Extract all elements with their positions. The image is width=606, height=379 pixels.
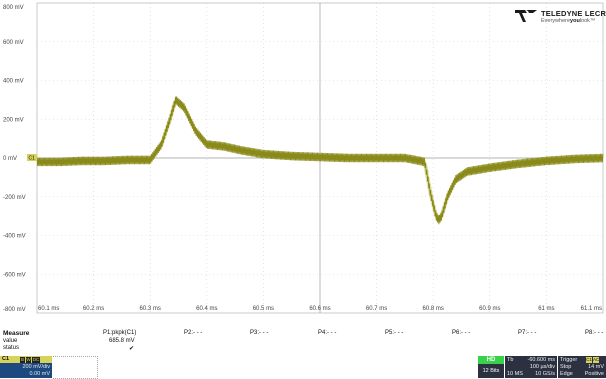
measure-row-status-label: status (3, 345, 20, 351)
timebase-descriptor[interactable]: Tb -60.600 ms 100 µs/div 10 MS 10 GS/s (505, 356, 557, 378)
measure-param-3-label[interactable]: P3:- - - (250, 330, 269, 336)
measure-param-1-label[interactable]: P1:pkpk(C1) (103, 330, 137, 336)
hd-label: HD (478, 356, 504, 364)
channel-flag-bwl: B (20, 356, 25, 363)
trigger-source: C1 (586, 357, 592, 363)
waveform-trace-c1 (36, 96, 604, 225)
measurement-table: Measure value status P1:pkpk(C1) 685.8 mV… (0, 330, 606, 356)
x-tick-label: 60.4 ms (196, 306, 217, 312)
x-tick-label: 60.9 ms (479, 306, 500, 312)
y-tick-label: 600 mV (3, 40, 24, 46)
x-tick-label: 60.6 ms (309, 306, 330, 312)
y-tick-label: -800 mV (3, 307, 26, 313)
measure-header: Measure (3, 330, 30, 337)
channel-descriptor-extension (53, 356, 98, 379)
x-tick-label: 60.7 ms (366, 306, 387, 312)
measure-param-5-label[interactable]: P5:- - - (385, 330, 404, 336)
x-tick-label: 61 ms (538, 306, 554, 312)
channel-ground-marker-label: C1 (29, 156, 36, 162)
x-axis-labels: 60.1 ms 60.2 ms 60.3 ms 60.4 ms 60.5 ms 60.6 … (38, 306, 602, 312)
status-bar: C1 B W DC 200 mV/div 0.00 mV HD 12 Bits … (0, 356, 606, 379)
measure-param-7-label[interactable]: P7:- - - (518, 330, 537, 336)
channel-flag-coupling: DC (32, 356, 40, 363)
timebase-label: Tb (507, 357, 514, 363)
measure-param-4-label[interactable]: P4:- - - (318, 330, 337, 336)
channel-descriptor-c1[interactable]: C1 B W DC 200 mV/div 0.00 mV (0, 356, 52, 378)
trigger-label: Trigger (560, 357, 578, 363)
y-tick-label: 0 mV (3, 156, 17, 162)
y-axis-labels: 800 mV 600 mV 400 mV 200 mV 0 mV -200 mV -400 … (3, 5, 26, 313)
trigger-level: 14 mV (588, 364, 604, 370)
measure-param-2-label[interactable]: P2:- - - (184, 330, 203, 336)
x-tick-label: 60.8 ms (423, 306, 444, 312)
brand-logo-icon (515, 10, 537, 22)
y-tick-label: 800 mV (3, 5, 24, 11)
brand-tagline: Everywhereyoulook™ (541, 18, 596, 24)
measure-param-6-label[interactable]: P6:- - - (452, 330, 471, 336)
y-tick-label: 400 mV (3, 79, 24, 85)
waveform-display[interactable]: 800 mV 600 mV 400 mV 200 mV 0 mV -200 mV -400 … (0, 0, 606, 316)
hd-descriptor[interactable]: HD 12 Bits (478, 356, 504, 378)
channel-vdiv: 200 mV/div (22, 364, 50, 370)
y-tick-label: -200 mV (3, 195, 26, 201)
trigger-descriptor[interactable]: Trigger C1 AC Stop 14 mV Edge Positive (558, 356, 606, 378)
x-tick-label: 60.3 ms (140, 306, 161, 312)
y-tick-label: 200 mV (3, 117, 24, 123)
y-tick-label: -400 mV (3, 234, 26, 240)
measure-param-1-value: 685.8 mV (109, 338, 135, 344)
x-tick-label: 60.2 ms (83, 306, 104, 312)
trigger-slope: Positive (584, 371, 604, 377)
hd-bits: 12 Bits (478, 364, 504, 378)
timebase-delay: -60.600 ms (527, 357, 555, 363)
measure-param-8-label[interactable]: P8:- - - (585, 330, 604, 336)
channel-offset: 0.00 mV (29, 371, 50, 377)
brand-logo: TELEDYNE LECROY Everywhereyoulook™ (515, 8, 606, 26)
channel-descriptor-head: C1 B W DC (0, 356, 52, 363)
measure-param-1-status-icon: ✔ (129, 346, 135, 352)
x-tick-label: 60.1 ms (38, 306, 59, 312)
channel-name: C1 (2, 356, 10, 362)
channel-ground-marker[interactable]: C1 (27, 154, 37, 162)
brand-name: TELEDYNE LECROY (541, 9, 606, 18)
timebase-rate: 10 GS/s (535, 371, 555, 377)
x-tick-label: 60.5 ms (253, 306, 274, 312)
trigger-coupling: AC (593, 357, 600, 363)
channel-descriptor-body: 200 mV/div 0.00 mV (0, 363, 52, 378)
channel-flag-w: W (26, 356, 31, 363)
trigger-type: Edge (560, 371, 573, 377)
timebase-samples: 10 MS (507, 371, 523, 377)
x-tick-label: 61.1 ms (581, 306, 602, 312)
timebase-tdiv: 100 µs/div (529, 364, 555, 370)
measure-row-value-label: value (3, 338, 18, 344)
trigger-mode: Stop (560, 364, 572, 370)
y-tick-label: -600 mV (3, 272, 26, 278)
